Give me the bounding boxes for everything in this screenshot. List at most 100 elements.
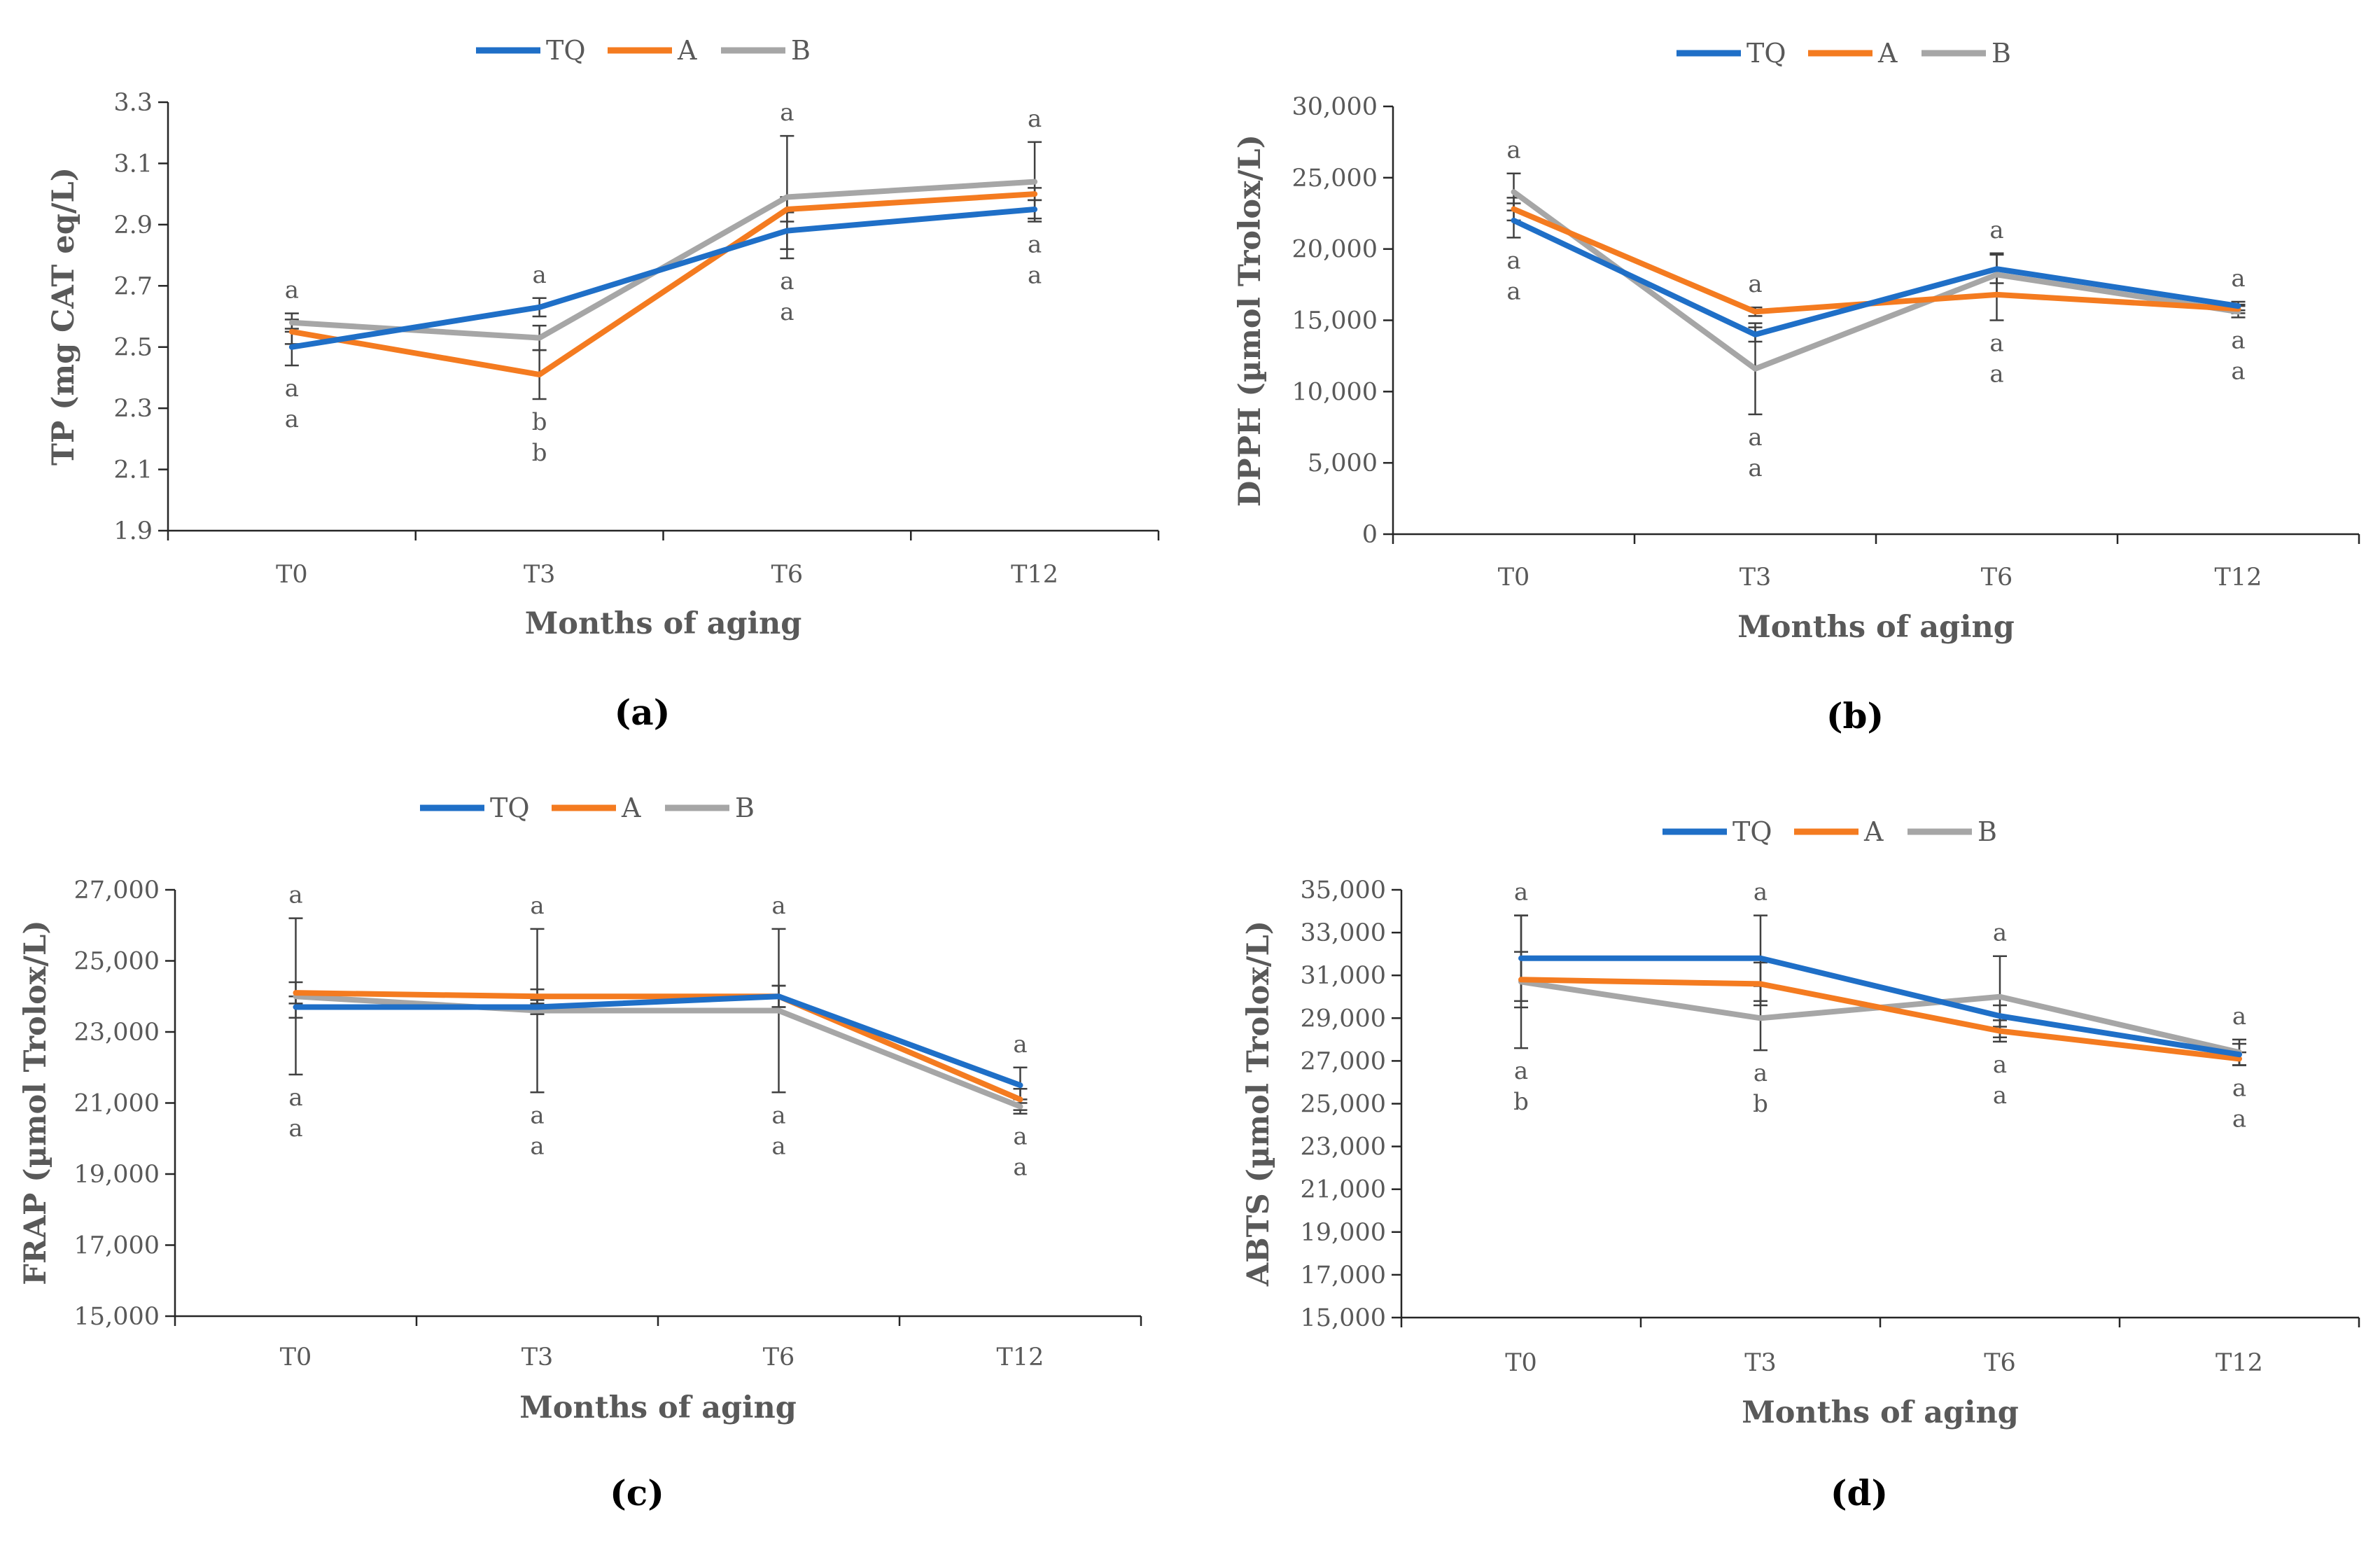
legend-label-A: A [677, 35, 697, 66]
panel-label: (b) [1826, 695, 1884, 736]
legend: TQ A B [476, 35, 811, 66]
y-axis-title: FRAP (µmol Trolox/L) [18, 920, 53, 1285]
x-tick-label: T0 [1498, 564, 1530, 592]
significance-letter: a [771, 1101, 785, 1129]
y-tick-label: 1.9 [113, 517, 153, 545]
chart-panel-2: 0 5,000 10,000 15,000 20,000 25,000 30,000 T0 T3… [1233, 38, 2360, 736]
legend-label-TQ: TQ [490, 793, 530, 823]
x-tick-label: T0 [280, 1343, 312, 1371]
x-axis-title: Months of aging [1742, 1395, 2019, 1430]
significance-letter: a [285, 405, 299, 433]
significance-letter: a [1506, 137, 1520, 165]
x-tick-label: T3 [522, 1343, 554, 1371]
x-tick-label: T6 [771, 561, 804, 589]
y-tick-label: 25,000 [1292, 165, 1378, 193]
legend-label-B: B [1991, 38, 2011, 69]
significance-letter: a [2231, 326, 2245, 354]
y-tick-label: 15,000 [1292, 307, 1378, 335]
y-tick-label: 21,000 [1301, 1176, 1386, 1204]
significance-letter: b [1513, 1088, 1529, 1116]
series-line-B [1518, 979, 2242, 1056]
legend: TQ A B [1662, 816, 1997, 847]
significance-letter: a [288, 1084, 302, 1112]
series-line-TQ [1518, 955, 2242, 1058]
significance-letter: a [1028, 261, 1042, 289]
significance-letter: a [1989, 216, 2003, 244]
x-tick-label: T3 [524, 561, 556, 589]
x-tick-label: T6 [1981, 564, 2013, 592]
legend-label-TQ: TQ [1746, 38, 1786, 69]
y-tick-label: 35,000 [1301, 877, 1386, 905]
series-line-TQ [1511, 217, 2241, 337]
y-tick-label: 2.7 [113, 272, 153, 300]
significance-letter: a [532, 261, 546, 289]
y-axis-title: DPPH (µmol Trolox/L) [1233, 134, 1268, 507]
chart-panel-3: 15,000 17,000 19,000 21,000 23,000 25,000 27,0… [18, 793, 1142, 1514]
panel-label: (c) [610, 1472, 664, 1514]
y-tick-label: 21,000 [74, 1090, 160, 1118]
y-tick-label: 5,000 [1308, 449, 1378, 477]
legend-label-A: A [621, 793, 641, 823]
significance-letter: a [2232, 1075, 2246, 1103]
significance-letter: a [530, 892, 544, 920]
significance-letter: a [1013, 1123, 1027, 1151]
significance-letter: a [1993, 1082, 2007, 1110]
x-tick-label: T12 [2215, 564, 2262, 592]
y-tick-label: 27,000 [74, 877, 160, 905]
series-line-A [1518, 977, 2242, 1062]
panel-label: (d) [1830, 1472, 1888, 1514]
significance-letter: b [532, 408, 547, 436]
y-tick-label: 30,000 [1292, 93, 1378, 121]
legend-label-B: B [735, 793, 755, 823]
y-tick-label: 2.9 [113, 211, 153, 239]
x-tick-label: T6 [1984, 1349, 2016, 1377]
significance-letter: a [1754, 1059, 1768, 1087]
x-tick-label: T0 [276, 561, 308, 589]
chart-panel-1: 1.9 2.1 2.3 2.5 2.7 2.9 3.1 3.3 T0 T3 T6 T12 Months … [46, 35, 1160, 733]
significance-letter: a [1013, 1154, 1027, 1182]
y-axis-title: TP (mg CAT eq/L) [46, 167, 81, 466]
legend-label-A: A [1863, 816, 1884, 847]
significance-letter: a [2231, 357, 2245, 385]
significance-letter: a [1514, 879, 1528, 907]
significance-letter: a [1748, 424, 1762, 452]
series-line-B [288, 179, 1038, 341]
legend-label-B: B [791, 35, 811, 66]
x-tick-label: T3 [1740, 564, 1772, 592]
y-axis-title: ABTS (µmol Trolox/L) [1241, 921, 1276, 1287]
y-tick-label: 23,000 [74, 1019, 160, 1047]
significance-letter: a [288, 881, 302, 909]
y-tick-label: 3.1 [113, 150, 153, 178]
x-tick-label: T3 [1744, 1349, 1777, 1377]
x-axis-title: Months of aging [525, 606, 802, 641]
significance-letter: a [1506, 277, 1520, 305]
significance-letter: a [1013, 1031, 1027, 1059]
y-tick-label: 31,000 [1301, 962, 1386, 990]
chart-panel-4: 15,000 17,000 19,000 21,000 23,000 25,000 27,0… [1241, 816, 2360, 1514]
y-tick-label: 15,000 [74, 1303, 160, 1331]
x-tick-label: T0 [1505, 1349, 1537, 1377]
x-tick-label: T6 [763, 1343, 795, 1371]
significance-letter: b [532, 439, 547, 467]
significance-letter: a [285, 277, 299, 305]
y-tick-label: 29,000 [1301, 1005, 1386, 1033]
legend: TQ A B [420, 793, 755, 823]
y-tick-label: 27,000 [1301, 1047, 1386, 1075]
y-tick-label: 25,000 [74, 948, 160, 976]
x-tick-label: T12 [2216, 1349, 2263, 1377]
significance-letter: a [780, 99, 794, 127]
significance-letter: a [1028, 105, 1042, 133]
y-tick-label: 23,000 [1301, 1133, 1386, 1161]
legend-label-B: B [1977, 816, 1997, 847]
y-tick-label: 17,000 [1301, 1262, 1386, 1290]
x-axis-title: Months of aging [1737, 610, 2015, 645]
panel-label: (a) [615, 692, 671, 733]
y-tick-label: 19,000 [74, 1161, 160, 1189]
series-line-B [1511, 189, 2241, 372]
y-tick-label: 3.3 [113, 89, 153, 117]
legend-label-A: A [1877, 38, 1898, 69]
y-tick-label: 2.1 [113, 456, 153, 484]
series-line-A [293, 990, 1023, 1103]
significance-letter: a [2231, 265, 2245, 293]
